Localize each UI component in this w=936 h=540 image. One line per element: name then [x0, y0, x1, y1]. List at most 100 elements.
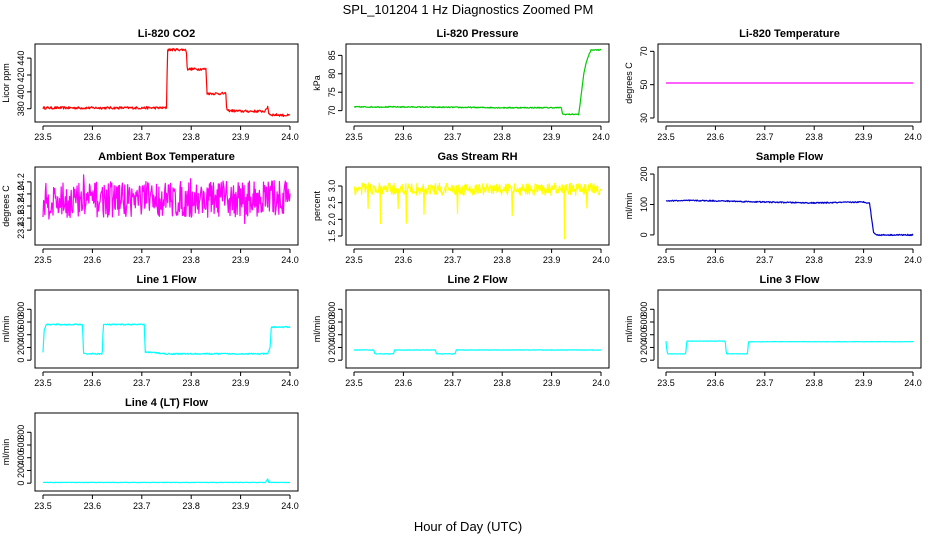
x-tick-label: 23.5: [34, 501, 52, 511]
x-tick-label: 23.5: [345, 378, 363, 388]
y-tick-label: 400: [327, 327, 337, 342]
panel-7: Line 1 Flow ml/min 23.5 23.6 23.7 23.8 23.9 24.…: [1, 274, 299, 388]
y-axis-label: ml/min: [1, 316, 11, 343]
y-tick-label: 200: [639, 167, 649, 182]
y-axis-label: ml/min: [624, 193, 634, 220]
x-tick-label: 23.7: [444, 255, 462, 265]
plot-frame: [657, 166, 922, 246]
y-tick-label: 50: [639, 80, 649, 90]
x-tick-label: 23.6: [707, 255, 725, 265]
series-line: [42, 478, 291, 484]
x-tick-label: 23.9: [855, 255, 873, 265]
y-tick-label: 400: [16, 84, 26, 99]
x-tick-label: 23.9: [232, 501, 250, 511]
x-tick-label: 23.6: [395, 378, 413, 388]
y-tick-label: 23.6: [16, 209, 26, 227]
y-tick-label: 200: [327, 340, 337, 355]
panel-title: Line 2 Flow: [448, 274, 508, 286]
y-tick-label: 1.5: [327, 230, 337, 243]
y-tick-label: 0: [16, 358, 26, 363]
y-tick-label: 420: [16, 67, 26, 82]
panel-6: Sample Flow ml/min 23.5 23.6 23.7 23.8 23.9 24.…: [624, 151, 922, 265]
x-tick-label: 23.6: [84, 132, 102, 142]
series-line: [42, 174, 291, 225]
x-tick-label: 23.7: [133, 378, 151, 388]
panel-title: Ambient Box Temperature: [98, 151, 235, 163]
panel-8: Line 2 Flow ml/min 23.5 23.6 23.7 23.8 23.9 24.…: [312, 274, 610, 388]
x-tick-label: 23.7: [133, 255, 151, 265]
y-tick-label: 800: [16, 425, 26, 440]
x-tick-label: 23.7: [133, 501, 151, 511]
x-tick-label: 23.7: [756, 132, 774, 142]
y-tick-label: 24.2: [16, 173, 26, 191]
x-tick-label: 23.5: [657, 378, 675, 388]
y-tick-label: 380: [16, 101, 26, 116]
panel-title: Li-820 Pressure: [437, 28, 519, 40]
y-tick-label: 0: [327, 358, 337, 363]
x-tick-label: 23.9: [543, 255, 561, 265]
x-tick-label: 23.8: [805, 132, 823, 142]
x-tick-label: 23.9: [232, 255, 250, 265]
y-tick-label: 80: [327, 69, 337, 79]
plot-frame: [34, 412, 299, 492]
panel-9: Line 3 Flow ml/min 23.5 23.6 23.7 23.8 23.9 24.…: [624, 274, 922, 388]
x-tick-label: 23.6: [84, 501, 102, 511]
plot-frame: [657, 43, 922, 123]
x-tick-label: 23.8: [493, 255, 511, 265]
y-tick-label: 800: [16, 302, 26, 317]
series-line: [353, 48, 602, 116]
y-tick-label: 30: [639, 113, 649, 123]
x-tick-label: 23.6: [707, 378, 725, 388]
y-tick-label: 75: [327, 87, 337, 97]
x-tick-label: 24.0: [592, 132, 610, 142]
y-tick-label: 800: [639, 302, 649, 317]
x-tick-label: 24.0: [904, 255, 922, 265]
panel-title: Line 1 Flow: [137, 274, 197, 286]
y-axis-label: degrees C: [1, 185, 11, 227]
y-tick-label: 0: [639, 358, 649, 363]
plot-frame: [34, 43, 299, 123]
y-tick-label: 200: [16, 340, 26, 355]
x-tick-label: 24.0: [904, 132, 922, 142]
y-tick-label: 800: [327, 302, 337, 317]
y-axis-label: ml/min: [624, 316, 634, 343]
x-tick-label: 23.6: [707, 132, 725, 142]
x-tick-label: 23.5: [34, 378, 52, 388]
y-tick-label: 24.0: [16, 185, 26, 203]
y-tick-label: 3.0: [327, 180, 337, 193]
y-tick-label: 0: [639, 232, 649, 237]
x-tick-label: 23.7: [756, 255, 774, 265]
x-tick-label: 24.0: [281, 132, 299, 142]
x-tick-label: 23.8: [182, 255, 200, 265]
x-tick-label: 23.9: [855, 132, 873, 142]
x-tick-label: 23.9: [232, 132, 250, 142]
y-axis-label: ml/min: [312, 316, 322, 343]
panel-grid: Li-820 CO2 Licor ppm 23.5 23.6 23.7 23.8 23.9 2…: [1, 28, 922, 511]
x-tick-label: 23.5: [345, 255, 363, 265]
x-tick-label: 23.8: [805, 255, 823, 265]
x-tick-label: 23.7: [133, 132, 151, 142]
series-line: [665, 199, 914, 237]
plot-frame: [34, 166, 299, 246]
x-tick-label: 24.0: [904, 378, 922, 388]
x-tick-label: 23.9: [543, 132, 561, 142]
y-tick-label: 200: [639, 340, 649, 355]
y-tick-label: 400: [639, 327, 649, 342]
y-tick-label: 100: [639, 197, 649, 212]
x-tick-label: 23.5: [34, 132, 52, 142]
panel-title: Line 3 Flow: [760, 274, 820, 286]
y-tick-label: 23.8: [16, 197, 26, 215]
x-tick-label: 24.0: [281, 255, 299, 265]
figure-title: SPL_101204 1 Hz Diagnostics Zoomed PM: [343, 2, 594, 17]
panel-title: Sample Flow: [756, 151, 824, 163]
x-tick-label: 23.6: [395, 132, 413, 142]
figure-x-label: Hour of Day (UTC): [414, 519, 522, 534]
y-axis-label: Licor ppm: [1, 63, 11, 103]
x-tick-label: 23.9: [232, 378, 250, 388]
x-tick-label: 23.7: [756, 378, 774, 388]
y-tick-label: 400: [16, 327, 26, 342]
x-tick-label: 23.9: [855, 378, 873, 388]
plot-frame: [34, 289, 299, 369]
series-line: [665, 340, 914, 355]
